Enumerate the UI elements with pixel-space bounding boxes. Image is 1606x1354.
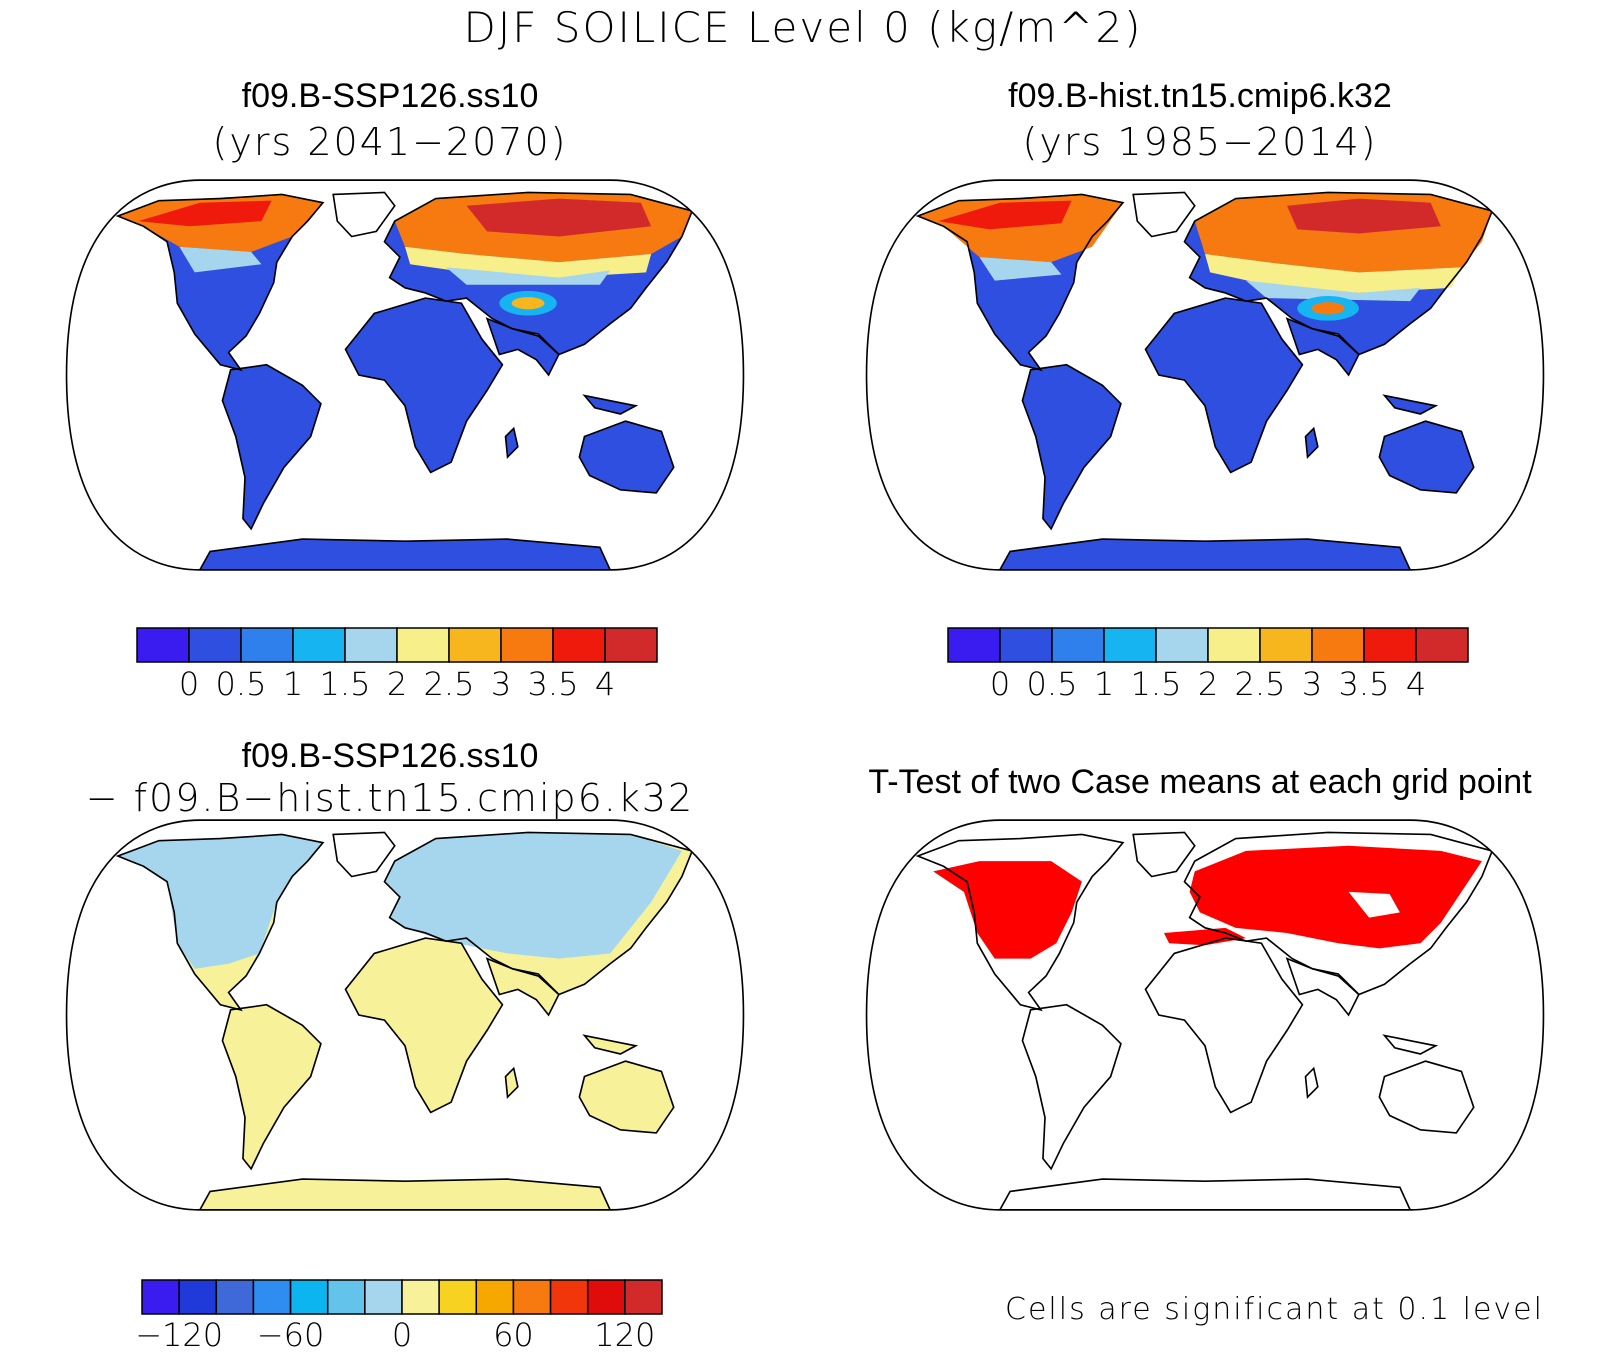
colorbar-1-tick-label: 0	[178, 665, 200, 703]
colorbar-1-swatch	[188, 627, 242, 663]
colorbar-2-tick-label: 0.5	[1026, 665, 1078, 703]
colorbar-2-swatch	[999, 627, 1053, 663]
colorbar-1-swatch	[448, 627, 502, 663]
panel-3-subtitle: − f09.B−hist.tn15.cmip6.k32	[85, 776, 695, 820]
colorbar-1-tick-label: 3	[490, 665, 512, 703]
colorbar-1-swatch	[136, 627, 190, 663]
figure-title: DJF SOILICE Level 0 (kg/m^2)	[463, 3, 1143, 52]
colorbar-2-tick-label: 4	[1405, 665, 1427, 703]
colorbar-3-tick-label: −120	[135, 1316, 224, 1354]
colorbar-3-swatch	[549, 1279, 589, 1315]
colorbar-2-swatch	[1259, 627, 1313, 663]
colorbar-3-tick-label: 0	[391, 1316, 413, 1354]
colorbar-3-swatch	[326, 1279, 366, 1315]
map-panel-2	[865, 179, 1545, 571]
colorbar-2-swatch	[1363, 627, 1417, 663]
colorbar-1-swatch	[604, 627, 658, 663]
colorbar-2-swatch	[1311, 627, 1365, 663]
colorbar-1-swatch	[500, 627, 554, 663]
colorbar-3-swatch	[178, 1279, 218, 1315]
colorbar-3-tick-label: 60	[493, 1316, 534, 1354]
colorbar-1-tick-label: 2.5	[423, 665, 475, 703]
colorbar-1-tick-label: 3.5	[527, 665, 579, 703]
colorbar-3-swatch	[512, 1279, 552, 1315]
colorbar-3-swatch	[252, 1279, 292, 1315]
colorbar-1-swatch	[292, 627, 346, 663]
colorbar-2-tick-label: 0	[989, 665, 1011, 703]
colorbar-2-swatch	[1415, 627, 1469, 663]
colorbar-2-swatch	[1051, 627, 1105, 663]
colorbar-3-swatch	[215, 1279, 255, 1315]
panel-4-title: T-Test of two Case means at each grid po…	[868, 763, 1532, 801]
panel-1-subtitle: (yrs 2041−2070)	[212, 120, 568, 164]
colorbar-2-tick-label: 3.5	[1338, 665, 1390, 703]
colorbar-2-swatch	[1155, 627, 1209, 663]
significance-note: Cells are significant at 0.1 level	[1005, 1292, 1544, 1327]
colorbar-panel-3	[141, 1279, 663, 1315]
colorbar-3-swatch	[438, 1279, 478, 1315]
colorbar-2-tick-label: 1.5	[1130, 665, 1182, 703]
colorbar-1-tick-label: 2	[386, 665, 408, 703]
colorbar-3-swatch	[364, 1279, 403, 1315]
colorbar-2-tick-label: 1	[1093, 665, 1115, 703]
colorbar-2-tick-label: 2	[1197, 665, 1219, 703]
panel-2-title: f09.B-hist.tn15.cmip6.k32	[1008, 77, 1392, 115]
map-panel-3	[65, 819, 745, 1211]
colorbar-2-tick-label: 2.5	[1234, 665, 1286, 703]
colorbar-2-swatch	[1207, 627, 1261, 663]
colorbar-2-swatch	[947, 627, 1001, 663]
colorbar-1-tick-label: 4	[594, 665, 616, 703]
colorbar-1-tick-label: 1.5	[319, 665, 371, 703]
colorbar-1-swatch	[240, 627, 294, 663]
colorbar-3-swatch	[401, 1279, 440, 1315]
colorbar-3-swatch	[141, 1279, 180, 1315]
colorbar-3-swatch	[475, 1279, 515, 1315]
colorbar-2-swatch	[1103, 627, 1157, 663]
colorbar-1-swatch	[344, 627, 398, 663]
colorbar-1-tick-label: 1	[282, 665, 304, 703]
colorbar-1-swatch	[396, 627, 450, 663]
panel-3-title: f09.B-SSP126.ss10	[241, 737, 539, 775]
colorbar-panel-2	[947, 627, 1469, 663]
colorbar-3-swatch	[624, 1279, 663, 1315]
colorbar-2-tick-label: 3	[1301, 665, 1323, 703]
panel-1-title: f09.B-SSP126.ss10	[241, 77, 539, 115]
map-panel-1	[65, 179, 745, 571]
map-panel-4	[865, 819, 1545, 1211]
colorbar-1-tick-label: 0.5	[215, 665, 267, 703]
colorbar-panel-1	[136, 627, 658, 663]
colorbar-3-tick-label: −60	[256, 1316, 325, 1354]
panel-2-subtitle: (yrs 1985−2014)	[1022, 120, 1378, 164]
colorbar-3-tick-label: 120	[594, 1316, 656, 1354]
colorbar-1-swatch	[552, 627, 606, 663]
colorbar-3-swatch	[586, 1279, 626, 1315]
colorbar-3-swatch	[289, 1279, 329, 1315]
